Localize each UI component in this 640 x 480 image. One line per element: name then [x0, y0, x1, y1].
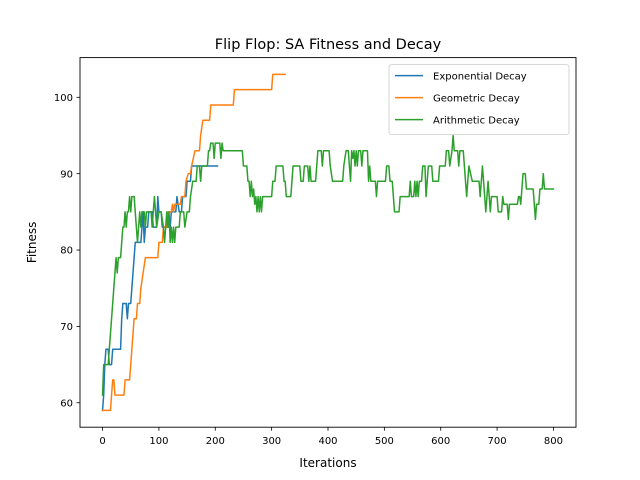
x-tick-label: 400 [318, 436, 337, 447]
y-axis: 60 70 80 90 100 [54, 93, 80, 409]
chart-title: Flip Flop: SA Fitness and Decay [215, 37, 442, 53]
legend-label: Arithmetic Decay [433, 116, 520, 127]
y-axis-label: Fitness [25, 222, 39, 264]
series-line-2 [101, 73, 286, 412]
x-tick-label: 600 [431, 436, 450, 447]
legend-label: Geometric Decay [433, 94, 520, 105]
x-tick-label: 200 [206, 436, 225, 447]
x-tick-label: 100 [149, 436, 168, 447]
y-tick-label: 100 [54, 93, 73, 104]
legend: Exponential Decay Geometric Decay Arithmet… [388, 64, 570, 135]
y-tick-label: 90 [60, 169, 73, 180]
legend-label: Exponential Decay [433, 72, 527, 83]
legend-box [388, 64, 570, 135]
x-tick-label: 800 [544, 436, 563, 447]
series-line-3 [101, 134, 555, 396]
x-axis-label: Iterations [299, 456, 356, 470]
series-line-1 [101, 165, 219, 412]
y-tick-label: 60 [60, 398, 73, 409]
series-layer [101, 73, 555, 412]
y-tick-label: 70 [60, 322, 73, 333]
x-axis: 0 100 200 300 400 500 600 700 800 [99, 427, 563, 447]
x-tick-label: 700 [488, 436, 507, 447]
x-tick-label: 300 [262, 436, 281, 447]
y-tick-label: 80 [60, 246, 73, 257]
x-tick-label: 0 [99, 436, 105, 447]
x-tick-label: 500 [375, 436, 394, 447]
